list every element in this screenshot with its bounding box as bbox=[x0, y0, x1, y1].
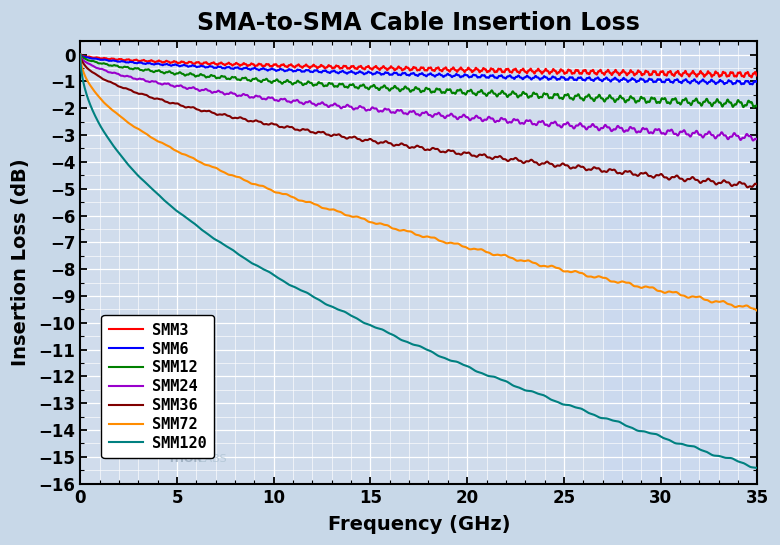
SMM3 bbox=[110, 56, 119, 63]
SMM72 bbox=[733, 303, 743, 310]
SMM36 bbox=[387, 141, 396, 147]
SMM3 bbox=[405, 67, 414, 74]
Bar bbox=[603, 41, 757, 484]
SMM6 bbox=[405, 72, 414, 78]
SMM3 bbox=[753, 72, 762, 79]
SMM72 bbox=[608, 278, 618, 284]
Line: SMM24: SMM24 bbox=[80, 54, 757, 141]
Line: SMM36: SMM36 bbox=[80, 54, 757, 187]
Line: SMM72: SMM72 bbox=[80, 54, 757, 311]
SMM24 bbox=[732, 132, 742, 139]
Line: SMM12: SMM12 bbox=[80, 54, 757, 107]
SMM12 bbox=[110, 62, 119, 69]
SMM12 bbox=[608, 96, 618, 102]
SMM12 bbox=[387, 85, 396, 92]
SMM3 bbox=[76, 51, 85, 58]
SMM36 bbox=[76, 51, 85, 58]
Legend: SMM3, SMM6, SMM12, SMM24, SMM36, SMM72, SMM120: SMM3, SMM6, SMM12, SMM24, SMM36, SMM72, … bbox=[101, 315, 214, 458]
SMM24 bbox=[608, 126, 618, 132]
SMM120 bbox=[76, 51, 85, 58]
SMM36 bbox=[110, 81, 119, 87]
SMM24 bbox=[749, 137, 758, 144]
SMM120 bbox=[753, 465, 762, 471]
SMM12 bbox=[405, 87, 414, 94]
SMM24 bbox=[110, 70, 119, 76]
SMM3 bbox=[732, 71, 742, 78]
SMM36 bbox=[733, 180, 743, 187]
Line: SMM120: SMM120 bbox=[80, 54, 757, 468]
SMM120 bbox=[608, 417, 618, 424]
X-axis label: Frequency (GHz): Frequency (GHz) bbox=[328, 515, 510, 534]
SMM120 bbox=[732, 458, 742, 464]
SMM24 bbox=[387, 110, 396, 116]
SMM3 bbox=[387, 64, 396, 70]
SMM36 bbox=[732, 181, 742, 187]
SMM12 bbox=[753, 102, 762, 109]
SMM36 bbox=[608, 166, 618, 173]
Line: SMM3: SMM3 bbox=[80, 54, 757, 77]
SMM72 bbox=[110, 108, 119, 115]
Text: LABS: LABS bbox=[199, 454, 228, 464]
SMM120 bbox=[110, 144, 119, 151]
SMM6 bbox=[387, 71, 396, 78]
SMM36 bbox=[743, 184, 752, 191]
SMM24 bbox=[76, 51, 85, 58]
Text: THOR: THOR bbox=[168, 454, 204, 464]
SMM72 bbox=[76, 51, 85, 58]
SMM72 bbox=[732, 303, 742, 310]
SMM6 bbox=[608, 76, 618, 83]
SMM12 bbox=[732, 98, 742, 105]
SMM6 bbox=[733, 77, 743, 84]
SMM24 bbox=[405, 108, 414, 115]
SMM3 bbox=[733, 70, 743, 76]
SMM12 bbox=[76, 51, 85, 58]
SMM72 bbox=[405, 228, 414, 235]
SMM12 bbox=[733, 97, 743, 104]
SMM24 bbox=[733, 132, 743, 139]
SMM36 bbox=[405, 144, 414, 151]
SMM6 bbox=[110, 58, 119, 64]
SMM72 bbox=[753, 308, 762, 314]
SMM6 bbox=[76, 51, 85, 58]
SMM3 bbox=[747, 74, 757, 81]
SMM36 bbox=[753, 181, 762, 188]
SMM6 bbox=[753, 78, 762, 85]
SMM120 bbox=[387, 331, 396, 337]
Y-axis label: Insertion Loss (dB): Insertion Loss (dB) bbox=[11, 159, 30, 366]
SMM120 bbox=[405, 340, 414, 346]
SMM6 bbox=[732, 77, 742, 84]
SMM3 bbox=[608, 69, 618, 75]
Line: SMM6: SMM6 bbox=[80, 54, 757, 84]
SMM6 bbox=[747, 81, 757, 88]
Title: SMA-to-SMA Cable Insertion Loss: SMA-to-SMA Cable Insertion Loss bbox=[197, 11, 640, 35]
SMM24 bbox=[753, 135, 762, 142]
SMM120 bbox=[733, 458, 743, 464]
SMM72 bbox=[387, 225, 396, 231]
SMM12 bbox=[750, 104, 759, 111]
